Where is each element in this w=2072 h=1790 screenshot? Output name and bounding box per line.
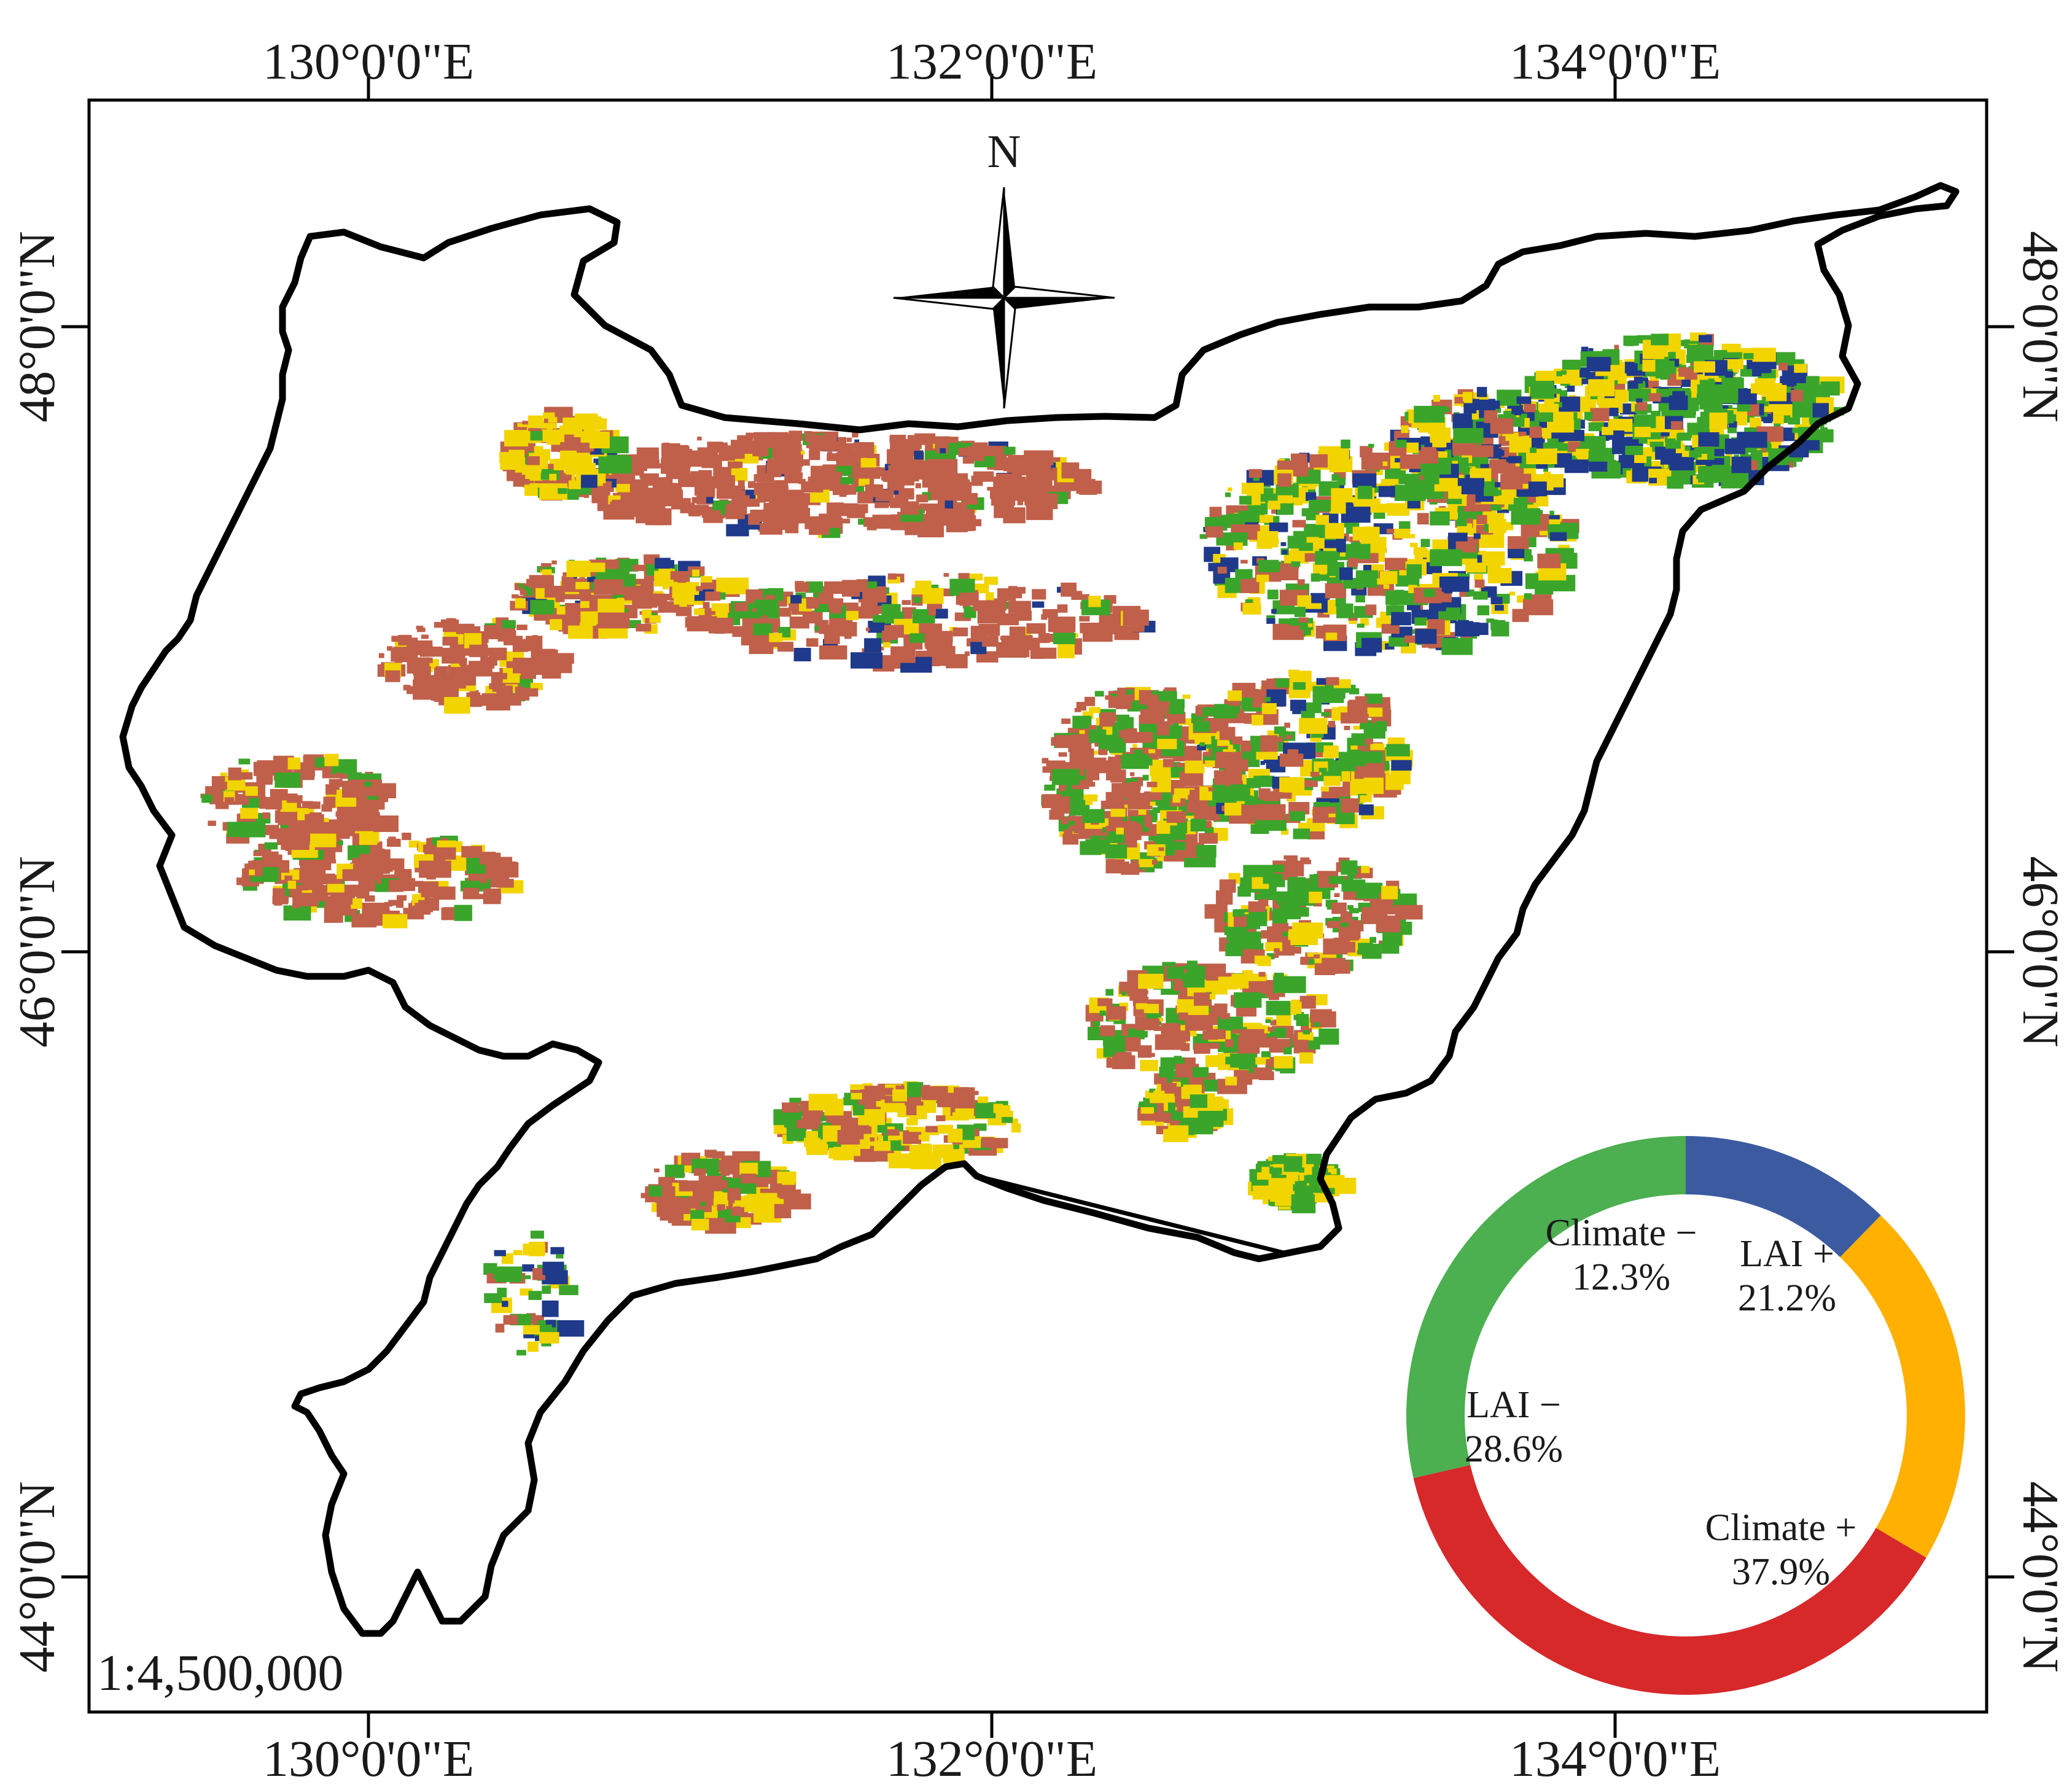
donut-label-lai-minus: LAI − [1466, 1384, 1561, 1426]
border-segment [976, 1173, 1284, 1255]
lon-label-bottom-1: 130°0'0"E [263, 1730, 474, 1788]
donut-label-climate-plus: Climate + [1705, 1507, 1857, 1549]
attribution-patches [200, 332, 1845, 1356]
donut-value-climate-plus: 37.9% [1732, 1551, 1830, 1593]
lon-label-bottom-3: 134°0'0"E [1509, 1730, 1721, 1788]
north-arrow [893, 187, 1115, 409]
lon-label-bottom-2: 132°0'0"E [886, 1730, 1097, 1788]
lat-label-right-1: 48°0'0"N [2012, 231, 2069, 422]
study-area-boundary [119, 182, 1960, 1637]
lat-label-left-2: 46°0'0"N [9, 856, 66, 1048]
map-frame [87, 98, 1988, 1714]
donut-segment-2 [1413, 1465, 1926, 1695]
scale-ratio: 1:4,500,000 [97, 1644, 343, 1702]
donut-value-lai-plus: 21.2% [1738, 1277, 1836, 1319]
lon-label-top-2: 132°0'0"E [886, 33, 1097, 90]
donut-label-lai-plus: LAI + [1740, 1233, 1834, 1275]
lat-label-right-3: 44°0'0"N [2012, 1481, 2069, 1673]
attribution-donut-chart [1406, 1136, 1965, 1695]
lon-label-top-3: 134°0'0"E [1509, 33, 1721, 90]
donut-segment-3 [1406, 1136, 1686, 1479]
donut-segment-0 [1686, 1136, 1881, 1258]
longitude-ticks [367, 74, 1617, 1738]
donut-segment-1 [1840, 1215, 1965, 1558]
donut-value-climate-minus: 12.3% [1572, 1256, 1670, 1298]
latitude-ticks [61, 325, 2014, 1579]
lat-label-right-2: 46°0'0"N [2012, 856, 2069, 1048]
lat-label-left-1: 48°0'0"N [9, 231, 66, 422]
lon-label-top-1: 130°0'0"E [263, 33, 474, 90]
north-label: N [987, 126, 1021, 177]
lat-label-left-3: 44°0'0"N [9, 1481, 66, 1673]
donut-value-lai-minus: 28.6% [1465, 1428, 1563, 1470]
donut-label-climate-minus: Climate − [1546, 1212, 1697, 1254]
